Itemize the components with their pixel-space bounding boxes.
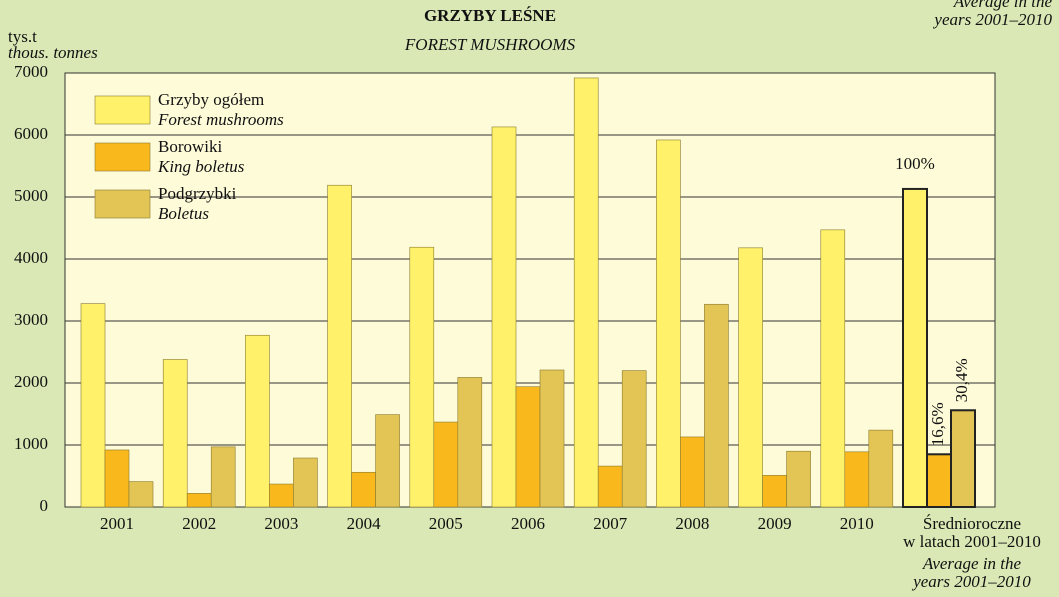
bar (162, 359, 188, 508)
bar (409, 246, 435, 508)
bar (210, 446, 236, 508)
x-tick-label: 2002 (182, 514, 216, 533)
legend-swatch (94, 95, 151, 125)
y-tick-label: 0 (40, 496, 49, 515)
y-tick-label: 6000 (14, 124, 48, 143)
chart-subtitle: FOREST MUSHROOMS (404, 35, 576, 54)
legend-label: Podgrzybki (158, 184, 237, 203)
corner-note: Average in the years 2001–2010 (932, 0, 1052, 29)
bar (902, 187, 928, 508)
bar (868, 429, 894, 508)
bar (104, 449, 130, 508)
x-tick-label: 2006 (511, 514, 545, 533)
bar (128, 481, 154, 508)
bar (820, 229, 846, 508)
value-label: 30,4% (952, 358, 971, 402)
bar (656, 139, 681, 508)
bar (433, 421, 459, 508)
bar (327, 184, 352, 508)
bar (950, 409, 976, 508)
bar (351, 471, 376, 508)
x-tick-label: 2010 (840, 514, 874, 533)
x-tick-label: 2005 (429, 514, 463, 533)
y-tick-label: 1000 (14, 434, 48, 453)
x-tick-label: 2003 (264, 514, 298, 533)
bar (539, 369, 565, 508)
bar (515, 386, 541, 508)
bar (573, 77, 599, 508)
legend-swatch (94, 142, 151, 172)
bar (491, 126, 517, 508)
bar (621, 370, 647, 508)
y-tick-label: 5000 (14, 186, 48, 205)
chart-title: GRZYBY LEŚNE (424, 6, 556, 25)
bar (704, 303, 729, 508)
x-tick-label: 2008 (675, 514, 709, 533)
y-tick-label: 4000 (14, 248, 48, 267)
bar (186, 493, 212, 508)
legend-swatch (94, 189, 151, 219)
bar (245, 334, 270, 508)
y-tick-label: 2000 (14, 372, 48, 391)
bar (680, 436, 705, 508)
bar (786, 450, 811, 508)
x-tick-label: 2007 (593, 514, 628, 533)
bar (762, 475, 787, 508)
value-label: 100% (895, 154, 935, 173)
legend-label-en: Boletus (158, 204, 209, 223)
x-tick-label: 2001 (100, 514, 134, 533)
bar (269, 483, 294, 508)
bar (597, 465, 623, 508)
x-tick-label: 2004 (347, 514, 382, 533)
bar (926, 453, 952, 508)
y-tick-label: 3000 (14, 310, 48, 329)
bar (80, 303, 106, 508)
legend-label: Grzyby ogółem (158, 90, 264, 109)
bar (293, 457, 318, 508)
x-tick-label: 2009 (758, 514, 792, 533)
y-axis-label: tys.t (8, 27, 37, 46)
legend-label: Borowiki (158, 137, 223, 156)
legend-label-en: Forest mushrooms (157, 110, 284, 129)
bar (844, 451, 870, 508)
y-axis-label-en: thous. tonnes (8, 43, 98, 62)
x-tick-label: Średnioroczne w latach 2001–2010 (903, 514, 1041, 551)
value-label: 16,6% (928, 402, 947, 446)
x-tick-label-en: Average in the years 2001–2010 (911, 554, 1031, 591)
bar (457, 377, 483, 508)
bar (738, 247, 763, 508)
bar (375, 414, 400, 508)
y-tick-label: 7000 (14, 62, 48, 81)
legend-label-en: King boletus (157, 157, 245, 176)
